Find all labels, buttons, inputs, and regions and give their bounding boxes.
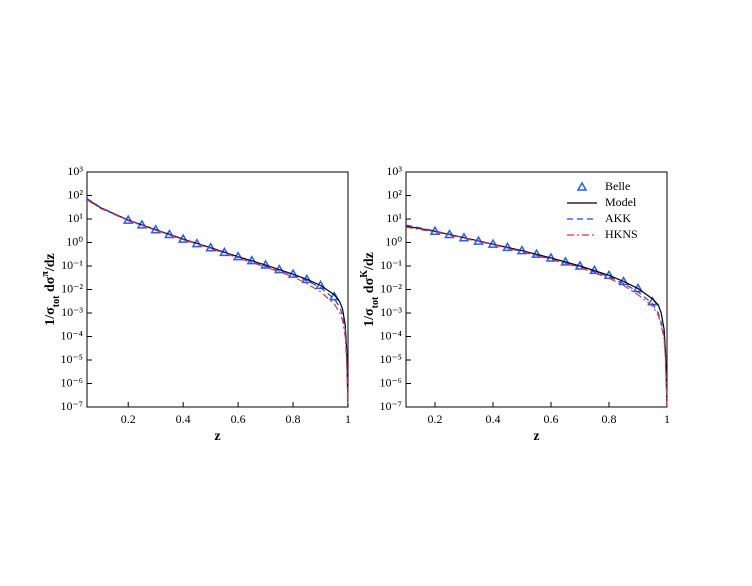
y-tick-label: 10³: [386, 164, 402, 178]
y-axis-label-part: dσ: [43, 276, 58, 295]
y-axis-label: 1/σtot dσπ/dz: [40, 253, 62, 325]
legend-label: HKNS: [605, 227, 638, 241]
y-axis-label-part: 1/σ: [362, 308, 377, 327]
legend-label: Belle: [605, 179, 630, 193]
x-tick-label: 0.2: [121, 412, 136, 426]
x-tick-label: 0.6: [544, 412, 559, 426]
y-tick-label: 10⁰: [385, 234, 402, 248]
curve: [86, 198, 349, 408]
y-tick-label: 10¹: [67, 211, 83, 225]
x-tick-label: 0.6: [231, 412, 246, 426]
legend-marker: [576, 181, 588, 191]
x-tick-label: 0.2: [428, 412, 443, 426]
y-tick-label: 10³: [67, 164, 83, 178]
y-tick-label: 10⁻⁵: [379, 352, 402, 366]
y-tick-label: 10⁻²: [380, 281, 402, 295]
curve: [405, 224, 668, 408]
y-tick-label: 10⁻⁷: [60, 399, 83, 413]
y-tick-label: 10⁻⁴: [60, 328, 83, 342]
x-tick-label: 1: [664, 412, 670, 426]
x-tick-label: 0.8: [286, 412, 301, 426]
y-axis-label-part: /dz: [43, 253, 58, 272]
y-tick-label: 10⁻⁶: [379, 375, 402, 389]
y-axis-label-part: /dz: [362, 252, 377, 271]
y-tick-label: 10⁻³: [380, 305, 402, 319]
y-tick-label: 10⁻⁷: [379, 399, 402, 413]
x-tick-label: 0.4: [486, 412, 501, 426]
legend-label: AKK: [605, 211, 631, 225]
x-tick-label: 1: [345, 412, 351, 426]
y-tick-label: 10⁻⁴: [379, 328, 402, 342]
x-tick-label: 0.4: [176, 412, 191, 426]
x-axis-label: z: [214, 429, 220, 444]
x-axis-label: z: [533, 429, 539, 444]
y-tick-label: 10⁻²: [61, 281, 83, 295]
curve: [86, 197, 349, 408]
y-tick-label: 10⁰: [66, 234, 83, 248]
y-tick-label: 10²: [67, 187, 83, 201]
y-tick-label: 10⁻¹: [380, 258, 402, 272]
y-tick-label: 10¹: [386, 211, 402, 225]
curve: [405, 225, 668, 408]
y-tick-label: 10⁻⁶: [60, 375, 83, 389]
y-axis-label-part: 1/σ: [43, 307, 58, 326]
y-tick-label: 10⁻³: [61, 305, 83, 319]
y-axis-label: 1/σtot dσK/dz: [359, 252, 381, 327]
y-axis-label-part: dσ: [362, 277, 377, 296]
curve: [86, 199, 349, 408]
curve: [405, 226, 668, 408]
y-tick-label: 10⁻⁵: [60, 352, 83, 366]
y-axis-label-part: π: [40, 271, 51, 277]
legend-label: Model: [605, 195, 637, 209]
y-tick-label: 10⁻¹: [61, 258, 83, 272]
y-tick-label: 10²: [386, 187, 402, 201]
plot-frame: [86, 171, 349, 408]
panel: 10⁻⁷ 10⁻⁶ 10⁻⁵ 10⁻⁴ 10⁻³ 10⁻² 10⁻¹ 10⁰ 10¹ 10² 10³…: [40, 164, 351, 444]
y-axis-label-part: tot: [370, 296, 381, 308]
belle-point: [328, 291, 340, 301]
x-tick-label: 0.8: [602, 412, 617, 426]
panel: 10⁻⁷ 10⁻⁶ 10⁻⁵ 10⁻⁴ 10⁻³ 10⁻² 10⁻¹ 10⁰ 10¹ 10² 10³…: [359, 164, 670, 444]
y-axis-label-part: K: [359, 270, 370, 278]
y-axis-label-part: tot: [51, 295, 62, 307]
